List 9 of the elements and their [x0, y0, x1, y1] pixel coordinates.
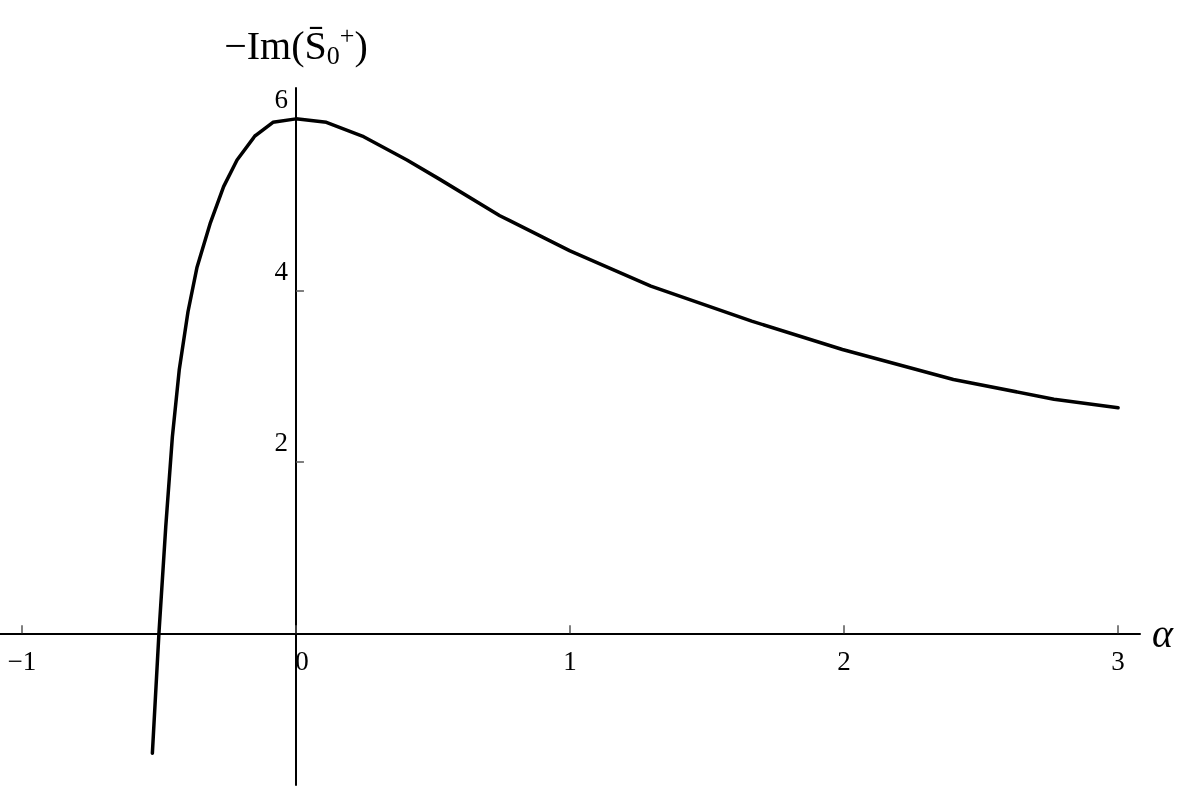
y-tick-label: 4: [274, 255, 289, 286]
x-tick-label: 3: [1111, 645, 1125, 676]
y-tick-label: 2: [274, 427, 288, 458]
x-tick-label: −1: [7, 645, 37, 676]
x-tick-label: 1: [563, 645, 577, 676]
x-axis-title: α: [1152, 610, 1174, 656]
x-tick-label: 2: [837, 645, 851, 676]
x-tick-label: 0: [295, 645, 309, 676]
y-tick-label: 6: [274, 84, 288, 115]
